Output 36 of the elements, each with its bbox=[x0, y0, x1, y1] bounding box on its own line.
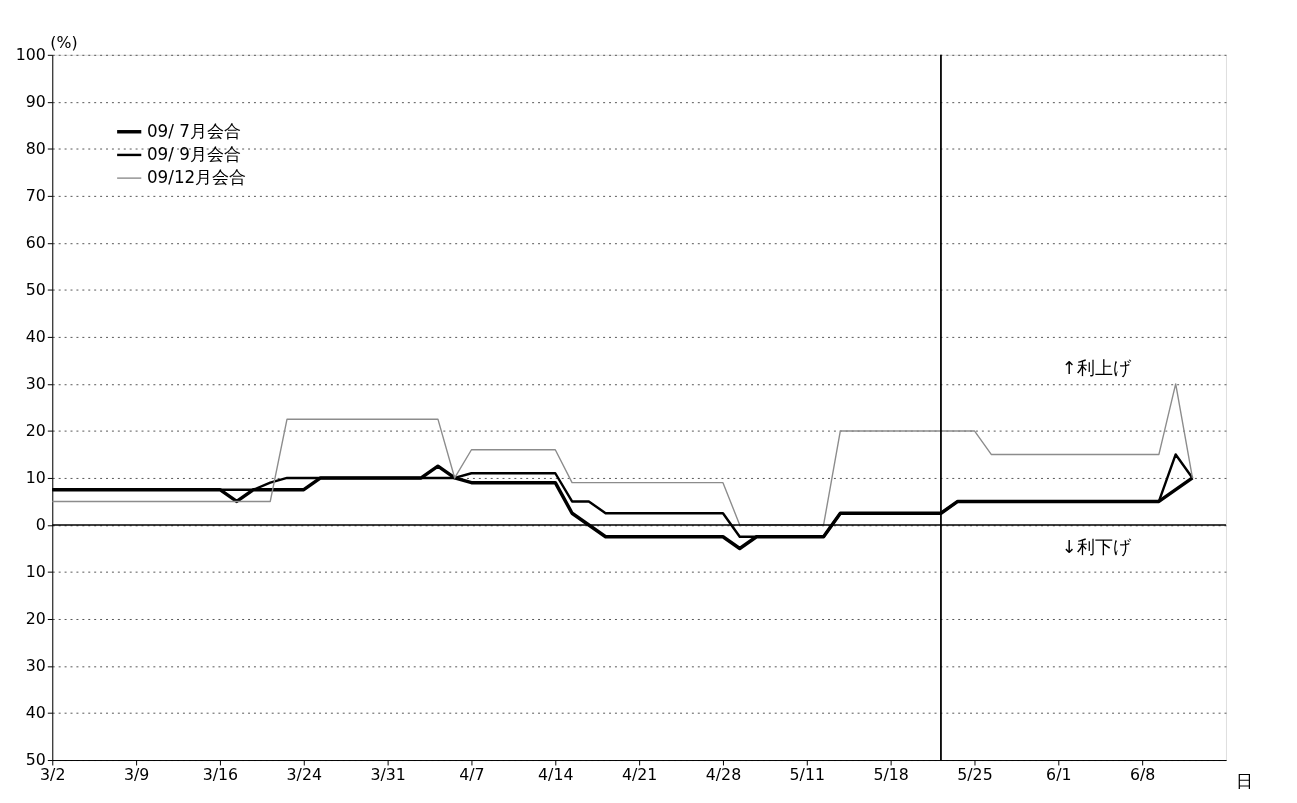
x-tick-label: 4/21 bbox=[621, 765, 658, 785]
y-tick-label: 10 bbox=[25, 468, 46, 488]
x-tick-label: 5/25 bbox=[957, 765, 993, 785]
x-axis-title: 日 bbox=[1235, 770, 1253, 791]
x-tick-label: 3/2 bbox=[40, 765, 66, 785]
y-tick-label: 100 bbox=[15, 45, 46, 65]
y-tick-label: 40 bbox=[25, 327, 46, 347]
x-tick-label: 3/31 bbox=[370, 765, 406, 785]
y-tick-label: 20 bbox=[25, 421, 46, 441]
y-tick-label: 90 bbox=[25, 92, 46, 112]
y-tick-label: 80 bbox=[25, 139, 46, 159]
y-tick-label: 30 bbox=[25, 656, 46, 676]
legend-label: 09/12月会合 bbox=[146, 167, 247, 188]
y-tick-label: 0 bbox=[35, 515, 46, 535]
x-tick-label: 4/28 bbox=[705, 765, 742, 785]
y-tick-label: 60 bbox=[25, 233, 46, 253]
x-tick-label: 4/7 bbox=[459, 765, 485, 785]
x-tick-label: 3/16 bbox=[202, 765, 239, 785]
x-tick-label: 4/14 bbox=[538, 765, 574, 785]
x-tick-label: 5/18 bbox=[873, 765, 909, 785]
annotation: ↓利下げ bbox=[1061, 537, 1132, 558]
legend-label: 09/ 7月会合 bbox=[146, 120, 241, 141]
x-tick-label: 5/11 bbox=[789, 765, 825, 785]
x-tick-label: 6/1 bbox=[1046, 765, 1072, 785]
y-tick-label: 20 bbox=[25, 609, 46, 629]
legend-label: 09/ 9月会合 bbox=[146, 143, 241, 164]
y-tick-label: 10 bbox=[25, 562, 46, 582]
x-tick-label: 3/9 bbox=[123, 765, 150, 785]
x-tick-label: 6/8 bbox=[1129, 765, 1156, 785]
y-axis-title: (%) bbox=[50, 32, 78, 52]
y-tick-label: 70 bbox=[25, 186, 46, 206]
y-tick-label: 50 bbox=[25, 280, 46, 300]
y-tick-label: 30 bbox=[25, 374, 46, 394]
annotation: ↑利上げ bbox=[1061, 357, 1132, 378]
y-tick-label: 40 bbox=[25, 703, 46, 723]
x-tick-label: 3/24 bbox=[286, 765, 322, 785]
